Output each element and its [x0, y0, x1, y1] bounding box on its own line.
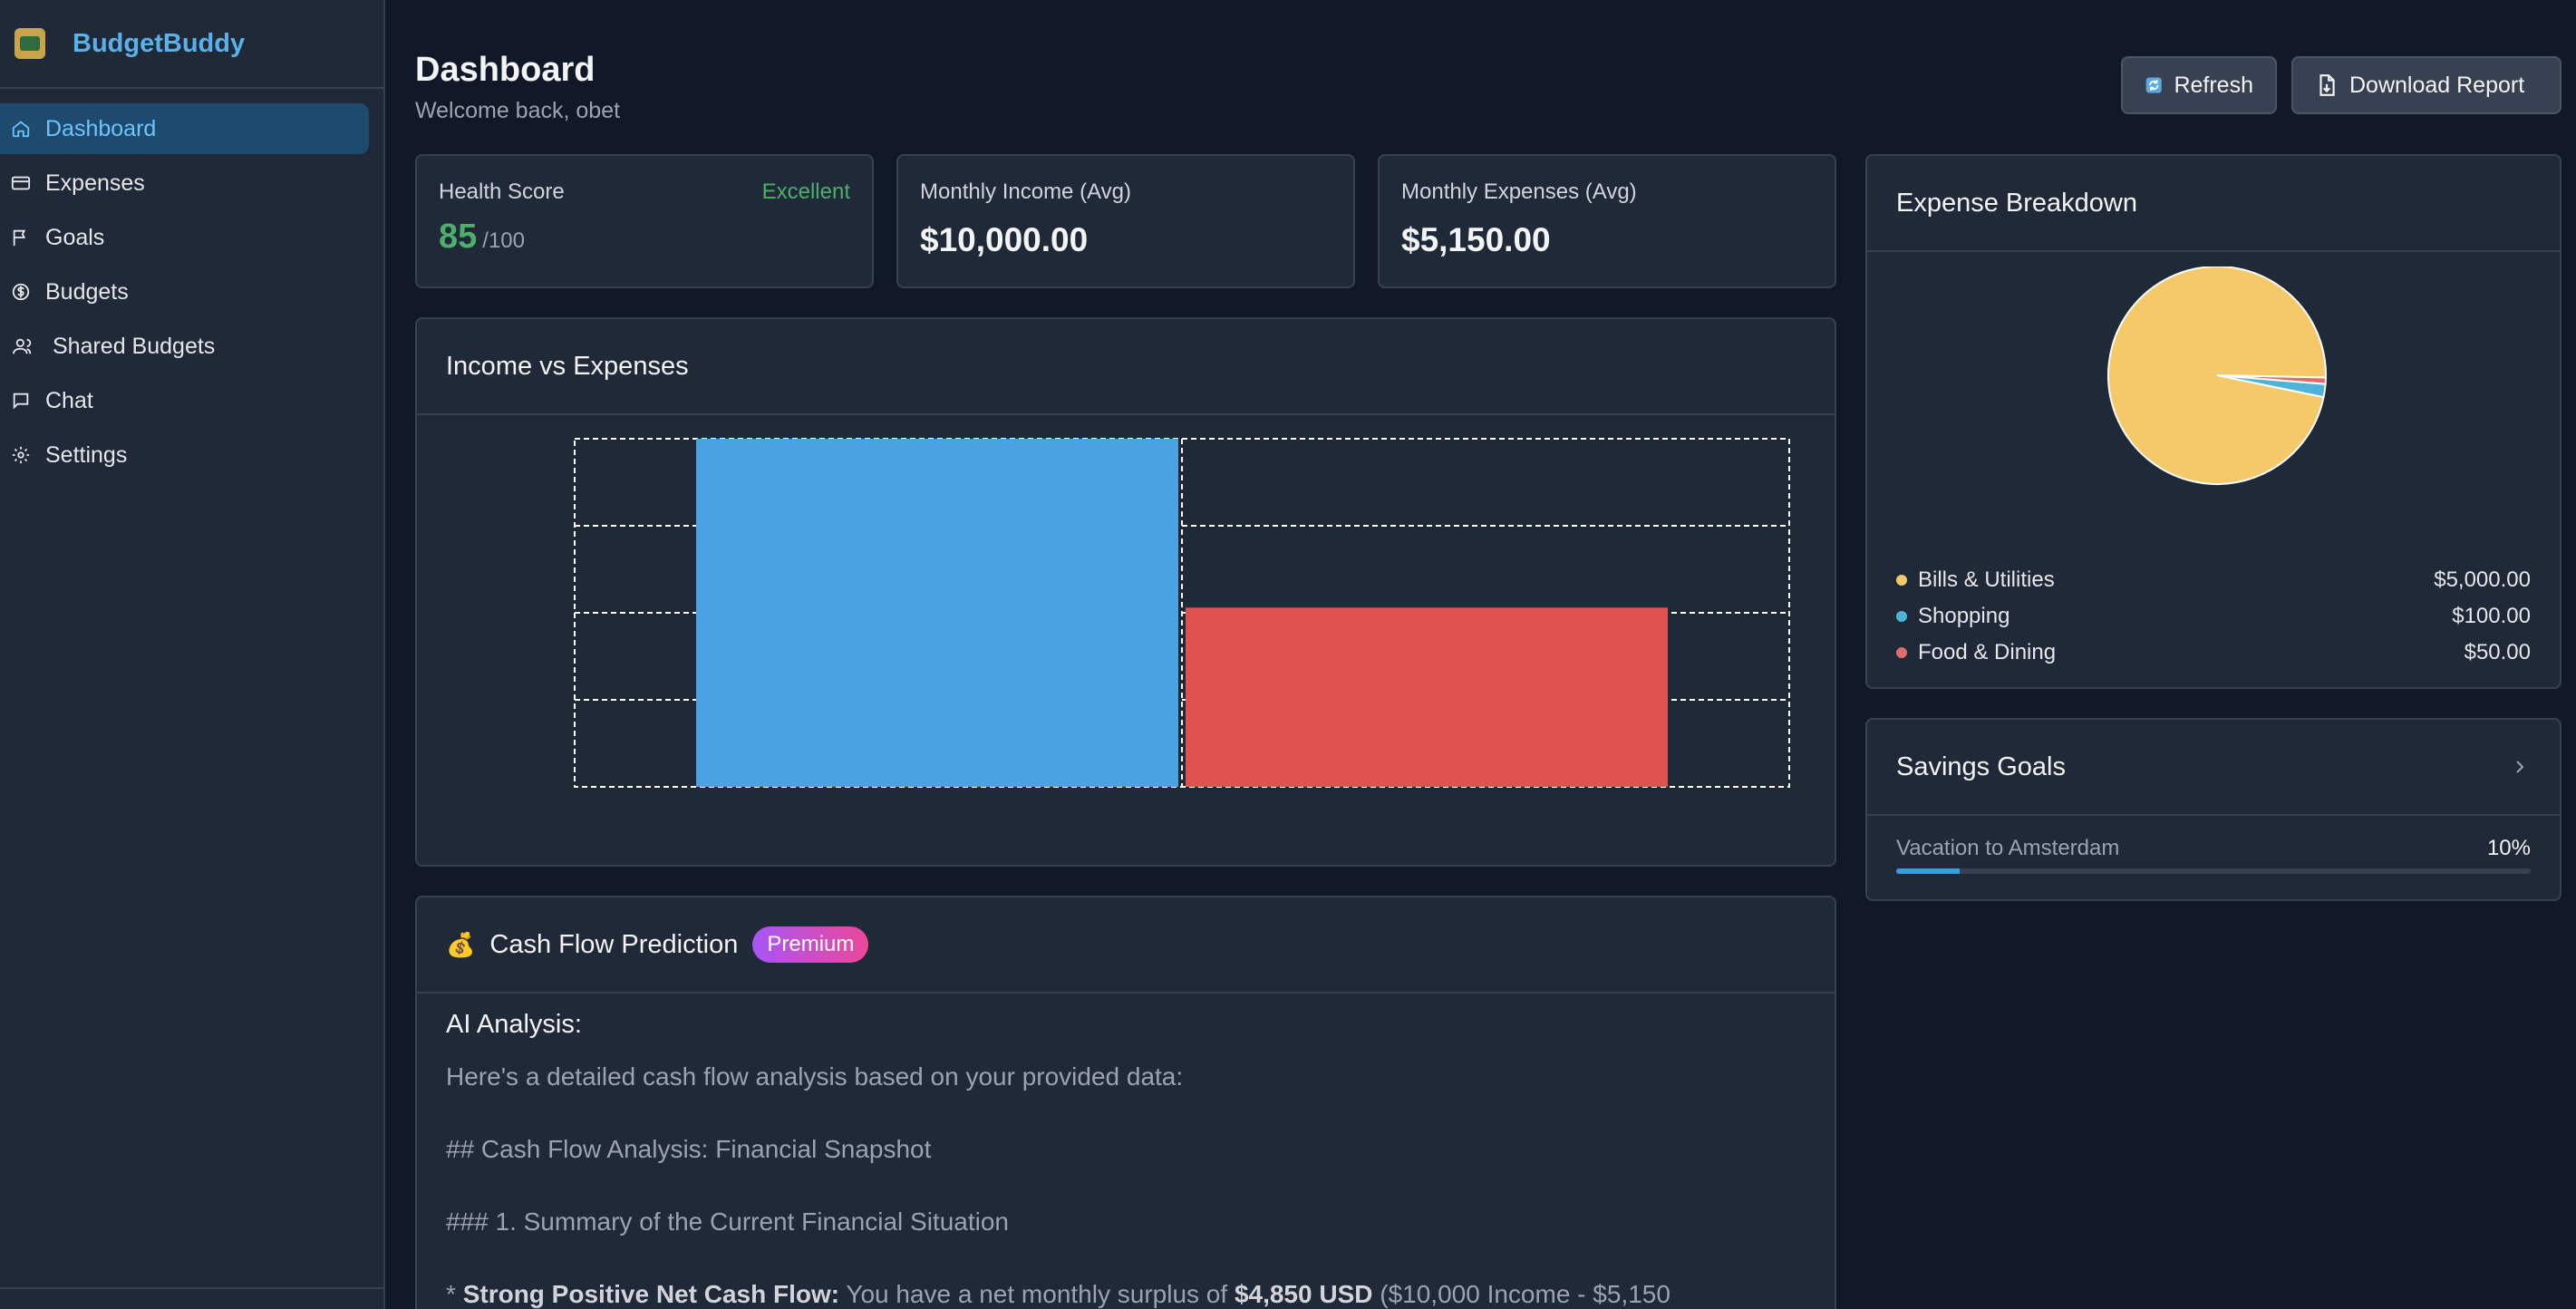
expense-pie-chart — [2107, 267, 2327, 485]
chat-icon — [11, 391, 31, 411]
cash-flow-header: 💰 Cash Flow Prediction Premium — [417, 897, 1835, 994]
sidebar-item-label: Chat — [45, 387, 93, 413]
monthly-income-label: Monthly Income (Avg) — [920, 179, 1131, 204]
app-name: BudgetBuddy — [73, 28, 246, 58]
refresh-icon — [2145, 77, 2162, 93]
bar-income[interactable] — [696, 439, 1178, 787]
sidebar-item-shared-budgets[interactable]: Shared Budgets — [0, 321, 369, 372]
goal-percent: 10% — [2486, 836, 2531, 860]
legend-name: Bills & Utilities — [1918, 567, 2055, 592]
health-score-card: Health Score Excellent 85/100 — [415, 154, 874, 288]
download-label: Download Report — [2349, 72, 2525, 98]
expense-breakdown-title: Expense Breakdown — [1867, 156, 2560, 252]
flag-icon — [11, 228, 31, 247]
sidebar-item-label: Budgets — [45, 278, 129, 305]
sidebar-item-goals[interactable]: Goals — [0, 212, 369, 263]
income-vs-expenses-chart — [574, 438, 1790, 788]
income-vs-expenses-title: Income vs Expenses — [417, 319, 1835, 415]
legend-dot — [1896, 647, 1907, 658]
sidebar-nav: Dashboard Expenses Goals Budgets Shared … — [0, 89, 383, 480]
money-bag-icon: 💰 — [446, 930, 476, 958]
expense-breakdown-card: Expense Breakdown Bills & Utilities $5,0… — [1865, 154, 2561, 689]
sidebar-item-expenses[interactable]: Expenses — [0, 158, 369, 208]
legend-name: Shopping — [1918, 604, 2010, 628]
pie-slice-bills-utilities[interactable] — [2107, 267, 2327, 485]
sidebar-divider — [0, 1287, 383, 1289]
sidebar-item-label: Dashboard — [45, 115, 157, 141]
health-status: Excellent — [761, 179, 850, 204]
welcome-text: Welcome back, obet — [415, 98, 621, 123]
download-report-button[interactable]: Download Report — [2291, 56, 2561, 114]
savings-goals-title: Savings Goals — [1867, 720, 2560, 816]
sidebar-item-budgets[interactable]: Budgets — [0, 267, 369, 317]
analysis-intro: Here's a detailed cash flow analysis bas… — [446, 1062, 1184, 1091]
monthly-expenses-label: Monthly Expenses (Avg) — [1401, 179, 1637, 204]
cash-flow-title: Cash Flow Prediction — [489, 929, 739, 959]
sidebar-item-label: Expenses — [45, 170, 145, 196]
sidebar-item-dashboard[interactable]: Dashboard — [0, 103, 369, 154]
savings-goal-item[interactable]: Vacation to Amsterdam 10% — [1896, 836, 2531, 861]
premium-badge: Premium — [752, 926, 869, 963]
monthly-income-card: Monthly Income (Avg) $10,000.00 — [896, 154, 1355, 288]
app-logo — [15, 28, 45, 59]
savings-goals-card[interactable]: Savings Goals Vacation to Amsterdam 10% — [1865, 718, 2561, 901]
goal-name: Vacation to Amsterdam — [1896, 836, 2120, 860]
page-title: Dashboard — [415, 51, 596, 89]
legend-item: Bills & Utilities $5,000.00 — [1896, 564, 2531, 596]
health-score-label: Health Score — [439, 179, 565, 204]
legend-item: Shopping $100.00 — [1896, 600, 2531, 633]
legend-dot — [1896, 575, 1907, 586]
users-icon — [11, 336, 36, 356]
legend-dot — [1896, 611, 1907, 622]
income-vs-expenses-card: Income vs Expenses — [415, 317, 1836, 867]
analysis-heading-2: ## Cash Flow Analysis: Financial Snapsho… — [446, 1135, 932, 1163]
sidebar-item-settings[interactable]: Settings — [0, 430, 369, 480]
health-score-max: /100 — [482, 228, 525, 253]
monthly-expenses-card: Monthly Expenses (Avg) $5,150.00 — [1378, 154, 1836, 288]
brand[interactable]: BudgetBuddy — [0, 0, 383, 89]
gear-icon — [11, 445, 31, 465]
chevron-right-icon[interactable] — [2511, 758, 2529, 776]
bar-expenses[interactable] — [1186, 607, 1668, 787]
goal-progress-bar — [1896, 868, 2531, 874]
legend-item: Food & Dining $50.00 — [1896, 636, 2531, 669]
sidebar-item-label: Shared Budgets — [53, 333, 216, 359]
sidebar: BudgetBuddy Dashboard Expenses Goals Bud… — [0, 0, 385, 1309]
sidebar-item-chat[interactable]: Chat — [0, 375, 369, 426]
cash-flow-card: 💰 Cash Flow Prediction Premium AI Analys… — [415, 896, 1836, 1309]
legend-amount: $100.00 — [2452, 604, 2531, 628]
analysis-bullet: * Strong Positive Net Cash Flow: You hav… — [446, 1280, 1671, 1308]
legend-amount: $5,000.00 — [2434, 567, 2531, 592]
monthly-expenses-value: $5,150.00 — [1401, 221, 1551, 258]
goal-progress-fill — [1896, 868, 1960, 874]
sidebar-item-label: Goals — [45, 224, 105, 250]
legend-amount: $50.00 — [2464, 640, 2531, 664]
ai-analysis-title: AI Analysis: — [446, 1010, 582, 1039]
credit-card-icon — [11, 173, 31, 193]
refresh-label: Refresh — [2174, 72, 2253, 98]
file-download-icon — [2319, 74, 2335, 96]
health-score-value: 85/100 — [439, 218, 525, 256]
sidebar-item-label: Settings — [45, 441, 128, 468]
analysis-heading-3: ### 1. Summary of the Current Financial … — [446, 1207, 1009, 1236]
home-icon — [11, 119, 31, 139]
dollar-circle-icon — [11, 282, 31, 302]
legend-name: Food & Dining — [1918, 640, 2057, 664]
refresh-button[interactable]: Refresh — [2121, 56, 2277, 114]
monthly-income-value: $10,000.00 — [920, 221, 1089, 258]
